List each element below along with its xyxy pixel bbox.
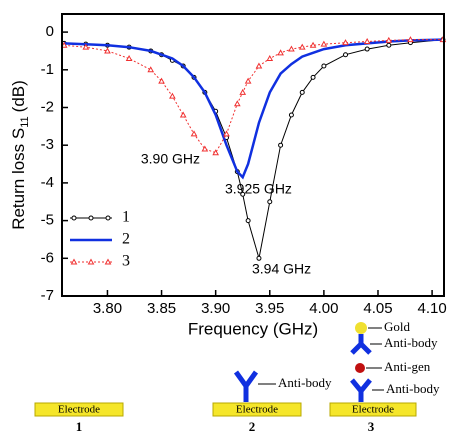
annotation: 3.925 GHz [225, 181, 292, 197]
point-marker [363, 37, 371, 45]
y-tick-label: -6 [41, 249, 54, 266]
point-marker [266, 54, 274, 61]
y-tick-label: -2 [41, 98, 54, 115]
electrode [212, 402, 302, 417]
point-marker [179, 111, 187, 118]
point-marker [320, 40, 328, 47]
x-tick-label: 3.85 [147, 300, 176, 317]
y-tick-label: 0 [46, 23, 54, 40]
panel-number: 3 [368, 419, 375, 434]
point-marker [342, 39, 349, 46]
legend-marker [88, 215, 94, 221]
y-tick-label: -3 [41, 136, 54, 153]
antibody-icon [350, 334, 372, 355]
x-tick-label: 4.05 [363, 300, 392, 317]
point-marker [386, 42, 392, 48]
point-marker [309, 41, 317, 48]
legend-label: 3 [122, 253, 130, 270]
point-marker [82, 43, 90, 50]
series-line [64, 39, 443, 259]
x-tick-label: 3.95 [255, 300, 284, 317]
antigen-label: Anti-gen [384, 359, 431, 374]
electrode-label: Electrode [236, 404, 278, 416]
x-tick-label: 3.90 [201, 300, 230, 317]
antibody-label: Anti-body [386, 381, 440, 396]
point-marker [343, 52, 349, 58]
diagram: Electrode 1 Electrode 2 Anti-body Electr… [34, 319, 440, 434]
point-marker [288, 45, 295, 52]
gold-label: Gold [384, 319, 411, 334]
point-marker [104, 47, 111, 54]
plot-frame [61, 13, 445, 297]
point-marker [201, 145, 209, 152]
legend-label: 2 [122, 231, 130, 248]
point-marker [239, 88, 247, 95]
point-marker [245, 218, 251, 224]
legend-marker [71, 215, 77, 221]
y-tick-label: -4 [41, 174, 54, 191]
point-marker [299, 89, 305, 95]
point-marker [321, 63, 327, 69]
point-marker [158, 77, 165, 84]
annotation: 3.94 GHz [252, 261, 311, 277]
panel-number: 2 [249, 419, 256, 434]
point-marker [310, 74, 316, 80]
legend-marker [105, 215, 111, 221]
x-tick-label: 3.80 [93, 300, 122, 317]
electrode [329, 402, 417, 417]
x-tick-label: 4.10 [417, 300, 446, 317]
y-label-subscript: 11 [19, 116, 31, 127]
point-marker [278, 142, 284, 148]
x-tick-label: 4.00 [309, 300, 338, 317]
electrode-label: Electrode [58, 404, 100, 416]
point-marker [190, 130, 198, 137]
point-marker [169, 92, 176, 99]
panel-number: 1 [76, 419, 83, 434]
legend-marker [87, 258, 95, 265]
point-marker [267, 199, 273, 205]
antibody-icon [350, 378, 372, 402]
antibody-icon [233, 370, 259, 402]
gold-icon [355, 322, 367, 334]
point-marker [256, 255, 262, 261]
x-axis-label: Frequency (GHz) [188, 319, 318, 338]
point-marker [240, 191, 246, 197]
series-line [64, 39, 443, 154]
point-marker [364, 46, 370, 52]
point-marker [223, 130, 230, 137]
point-marker [125, 54, 133, 61]
y-tick-label: -5 [41, 212, 54, 229]
y-label-suffix: (dB) [9, 80, 28, 112]
series-line [64, 38, 443, 180]
electrode-label: Electrode [352, 404, 394, 416]
point-marker [233, 100, 241, 107]
y-tick-label: -1 [41, 61, 54, 78]
legend-marker [70, 258, 78, 265]
point-marker [277, 49, 284, 56]
point-marker [298, 43, 306, 50]
annotation: 3.90 GHz [141, 151, 200, 167]
y-label-text: Return loss S [9, 128, 28, 230]
legend-label: 1 [122, 209, 130, 226]
legend-marker [104, 258, 112, 265]
point-marker [407, 36, 414, 43]
antibody-label: Anti-body [278, 375, 332, 390]
y-tick-label: -7 [41, 287, 54, 304]
point-marker [288, 112, 294, 118]
antigen-icon [355, 363, 365, 373]
y-axis-label: Return loss S11 (dB) [9, 80, 30, 230]
electrode [34, 402, 124, 417]
point-marker [212, 149, 220, 156]
antibody-label: Anti-body [384, 335, 438, 350]
point-marker [255, 62, 263, 69]
point-marker [147, 66, 155, 73]
point-marker [385, 36, 393, 43]
point-marker [244, 77, 252, 84]
